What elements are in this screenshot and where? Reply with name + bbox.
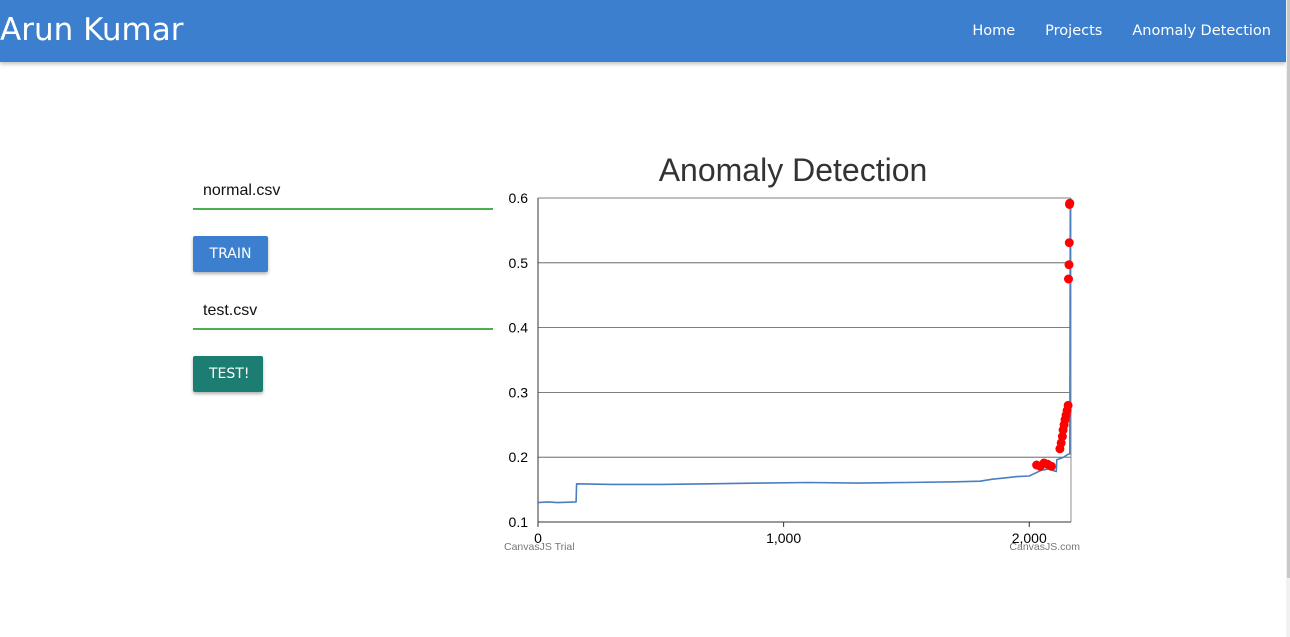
- y-tick-label: 0.2: [509, 449, 529, 465]
- y-tick-label: 0.3: [509, 384, 529, 400]
- nav-item-projects: Projects: [1030, 0, 1117, 62]
- x-tick-label: 2,000: [1012, 530, 1047, 546]
- chart-title: Anomaly Detection: [659, 152, 928, 188]
- test-button[interactable]: TEST!: [193, 356, 263, 392]
- nav-link-anomaly-detection[interactable]: Anomaly Detection: [1132, 23, 1271, 39]
- anomaly-point: [1065, 198, 1075, 208]
- y-tick-label: 0.4: [509, 320, 529, 336]
- anomaly-chart: Anomaly Detection 0.1 0.2 0.3 0.4 0.5 0.6 0 1,0…: [504, 152, 1080, 553]
- anomaly-point: [1064, 274, 1073, 284]
- navbar: Arun Kumar Home Projects Anomaly Detecti…: [0, 0, 1286, 62]
- credit-trial: CanvasJS Trial: [504, 541, 575, 553]
- nav-links: Home Projects Anomaly Detection: [957, 0, 1286, 62]
- x-tick-label: 0: [534, 530, 542, 546]
- test-file-input[interactable]: [193, 294, 493, 330]
- anomaly-point: [1046, 461, 1056, 471]
- anomaly-point: [1063, 400, 1073, 410]
- nav-link-projects[interactable]: Projects: [1045, 23, 1103, 39]
- train-file-input[interactable]: [193, 174, 493, 210]
- y-tick-label: 0.5: [509, 255, 529, 271]
- anomaly-point: [1064, 260, 1074, 270]
- y-tick-label: 0.6: [509, 190, 529, 206]
- x-tick-label: 1,000: [766, 530, 801, 546]
- series-line: [537, 204, 1072, 504]
- scrollbar-thumb[interactable]: [1287, 0, 1290, 578]
- y-tick-label: 0.1: [509, 514, 529, 530]
- nav-item-home: Home: [957, 0, 1030, 62]
- anomaly-point: [1057, 432, 1067, 441]
- brand-title[interactable]: Arun Kumar: [0, 12, 184, 48]
- nav-item-anomaly-detection: Anomaly Detection: [1117, 0, 1286, 62]
- anomaly-point: [1064, 238, 1074, 248]
- nav-link-home[interactable]: Home: [972, 23, 1016, 39]
- train-button[interactable]: TRAIN: [193, 236, 268, 272]
- credit-site[interactable]: CanvasJS.com: [1009, 541, 1080, 553]
